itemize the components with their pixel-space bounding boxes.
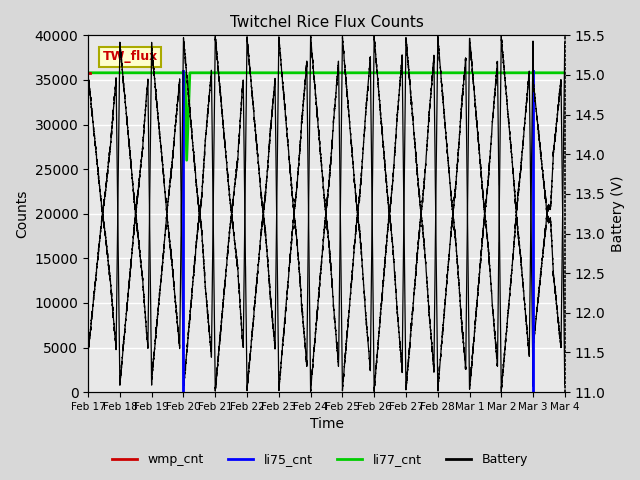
Legend: wmp_cnt, li75_cnt, li77_cnt, Battery: wmp_cnt, li75_cnt, li77_cnt, Battery [107,448,533,471]
Title: Twitchel Rice Flux Counts: Twitchel Rice Flux Counts [230,15,424,30]
X-axis label: Time: Time [310,418,344,432]
Y-axis label: Battery (V): Battery (V) [611,176,625,252]
Y-axis label: Counts: Counts [15,190,29,238]
Text: TW_flux: TW_flux [102,50,157,63]
